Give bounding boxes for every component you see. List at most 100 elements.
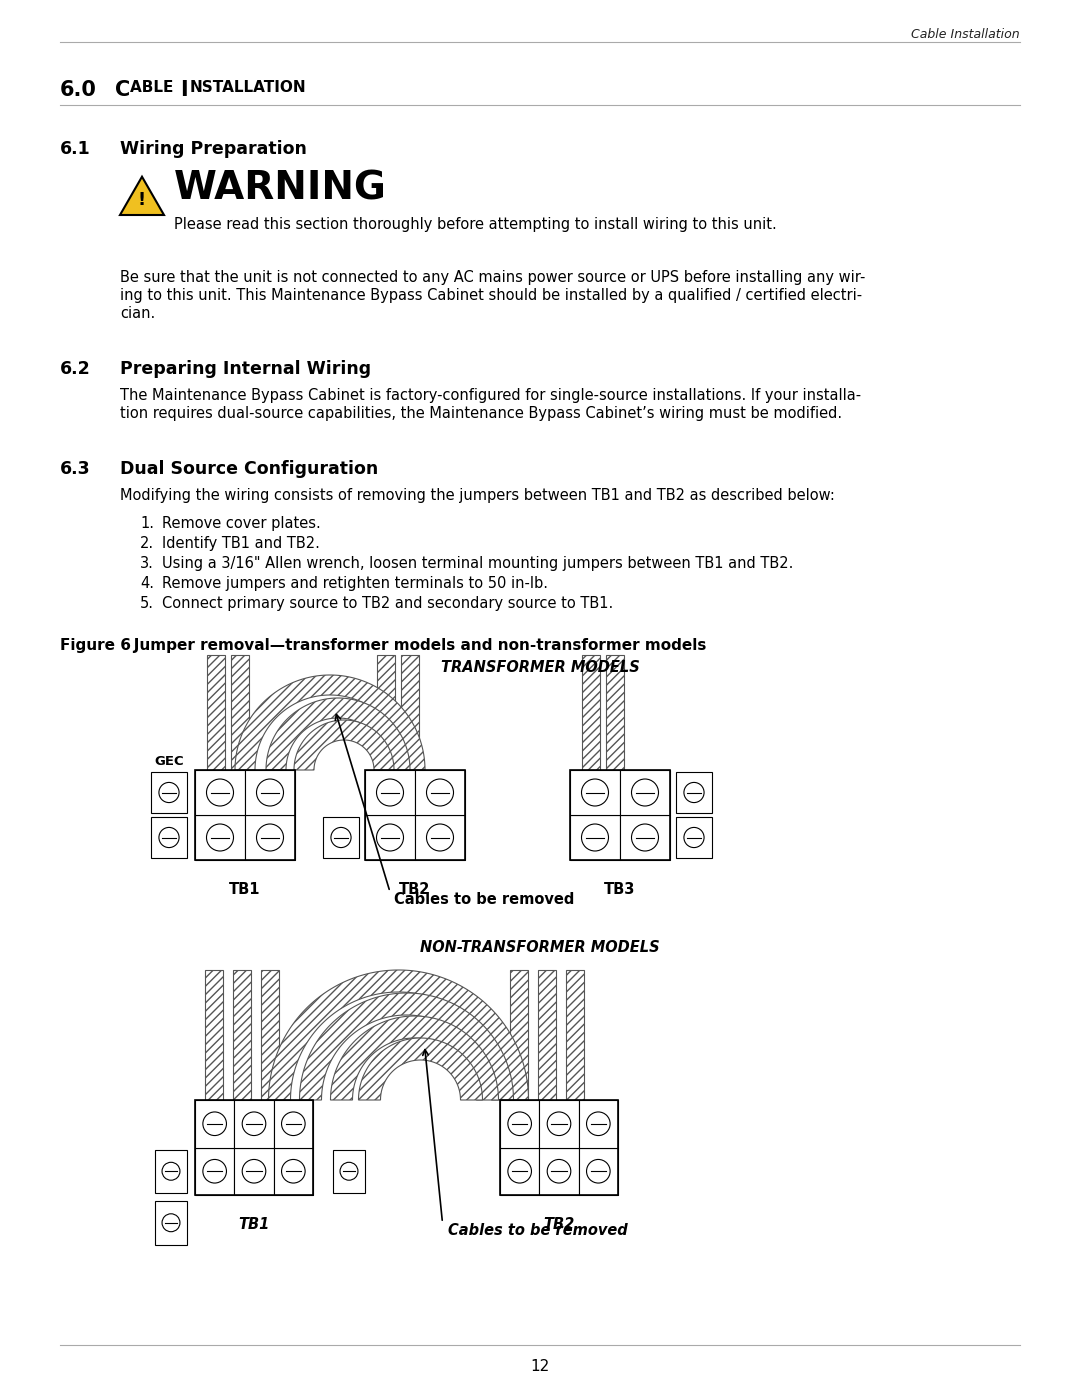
Text: 6.2: 6.2: [60, 360, 91, 379]
Text: Cables to be removed: Cables to be removed: [394, 893, 575, 907]
Bar: [566, 970, 584, 1099]
Text: cian.: cian.: [120, 306, 156, 321]
Bar: [415, 814, 465, 861]
Polygon shape: [235, 675, 426, 770]
Text: Cable Installation: Cable Installation: [912, 28, 1020, 41]
Text: Identify TB1 and TB2.: Identify TB1 and TB2.: [162, 536, 320, 550]
Bar: [151, 773, 187, 813]
Bar: [231, 655, 249, 770]
Bar: [538, 970, 556, 1099]
Text: NSTALLATION: NSTALLATION: [190, 80, 307, 95]
Bar: [676, 773, 712, 813]
Text: Cables to be removed: Cables to be removed: [447, 1222, 627, 1238]
Text: Modifying the wiring consists of removing the jumpers between TB1 and TB2 as des: Modifying the wiring consists of removin…: [120, 488, 835, 503]
Bar: [261, 970, 279, 1099]
Text: Wiring Preparation: Wiring Preparation: [120, 140, 307, 158]
Bar: [205, 970, 222, 1099]
Bar: [195, 770, 245, 814]
Text: GEC: GEC: [154, 754, 184, 768]
Bar: [195, 1147, 234, 1194]
Bar: [233, 970, 251, 1099]
Polygon shape: [266, 698, 410, 770]
Text: TB1: TB1: [239, 1217, 270, 1232]
Text: I: I: [180, 80, 188, 101]
Text: Dual Source Configuration: Dual Source Configuration: [120, 460, 378, 478]
Text: TB2: TB2: [543, 1217, 575, 1232]
Text: Figure 6: Figure 6: [60, 638, 131, 652]
Text: 5.: 5.: [140, 597, 154, 610]
Text: Remove jumpers and retighten terminals to 50 in-lb.: Remove jumpers and retighten terminals t…: [162, 576, 548, 591]
Text: WARNING: WARNING: [174, 169, 387, 207]
Bar: [195, 770, 295, 861]
Bar: [582, 655, 600, 770]
Bar: [151, 817, 187, 858]
Bar: [333, 1150, 365, 1193]
Text: 1.: 1.: [140, 515, 154, 531]
Text: Using a 3/16" Allen wrench, loosen terminal mounting jumpers between TB1 and TB2: Using a 3/16" Allen wrench, loosen termi…: [162, 556, 794, 571]
Text: TB1: TB1: [229, 882, 260, 897]
Bar: [234, 1147, 273, 1194]
Bar: [539, 1099, 579, 1147]
Bar: [245, 770, 295, 814]
Text: Preparing Internal Wiring: Preparing Internal Wiring: [120, 360, 372, 379]
Bar: [415, 770, 465, 814]
Bar: [273, 1099, 313, 1147]
Text: Please read this section thoroughly before attempting to install wiring to this : Please read this section thoroughly befo…: [174, 217, 777, 232]
Text: 6.1: 6.1: [60, 140, 91, 158]
Bar: [156, 1201, 187, 1245]
Bar: [207, 655, 225, 770]
Text: TRANSFORMER MODELS: TRANSFORMER MODELS: [441, 659, 639, 675]
Bar: [365, 814, 415, 861]
Text: 2.: 2.: [140, 536, 154, 550]
Bar: [510, 970, 528, 1099]
Bar: [195, 1099, 234, 1147]
Text: NON-TRANSFORMER MODELS: NON-TRANSFORMER MODELS: [420, 940, 660, 956]
Text: ABLE: ABLE: [130, 80, 178, 95]
Bar: [606, 655, 624, 770]
Polygon shape: [269, 970, 528, 1099]
Text: Be sure that the unit is not connected to any AC mains power source or UPS befor: Be sure that the unit is not connected t…: [120, 270, 865, 285]
Bar: [500, 1099, 539, 1147]
Bar: [500, 1147, 539, 1194]
Bar: [539, 1147, 579, 1194]
Bar: [570, 814, 620, 861]
Bar: [273, 1147, 313, 1194]
Bar: [620, 814, 670, 861]
Text: TB3: TB3: [605, 882, 636, 897]
Bar: [579, 1099, 618, 1147]
Bar: [500, 1099, 618, 1194]
Text: 4.: 4.: [140, 576, 154, 591]
Bar: [195, 814, 245, 861]
Bar: [579, 1147, 618, 1194]
Text: TB2: TB2: [400, 882, 431, 897]
Bar: [245, 814, 295, 861]
Text: tion requires dual-source capabilities, the Maintenance Bypass Cabinet’s wiring : tion requires dual-source capabilities, …: [120, 407, 842, 420]
Text: Connect primary source to TB2 and secondary source to TB1.: Connect primary source to TB2 and second…: [162, 597, 613, 610]
Text: 3.: 3.: [140, 556, 153, 571]
Bar: [377, 655, 395, 770]
Bar: [620, 770, 670, 814]
Bar: [323, 817, 359, 858]
Polygon shape: [294, 719, 394, 770]
Bar: [365, 770, 415, 814]
Bar: [365, 770, 465, 861]
Polygon shape: [299, 993, 513, 1099]
Polygon shape: [359, 1038, 483, 1099]
Text: Remove cover plates.: Remove cover plates.: [162, 515, 321, 531]
Bar: [676, 817, 712, 858]
Text: The Maintenance Bypass Cabinet is factory-configured for single-source installat: The Maintenance Bypass Cabinet is factor…: [120, 388, 861, 402]
Bar: [195, 1099, 313, 1194]
Text: Jumper removal—transformer models and non-transformer models: Jumper removal—transformer models and no…: [118, 638, 706, 652]
Text: 12: 12: [530, 1359, 550, 1375]
Bar: [156, 1150, 187, 1193]
Bar: [401, 655, 419, 770]
Polygon shape: [330, 1016, 499, 1099]
Text: 6.0: 6.0: [60, 80, 97, 101]
Text: ing to this unit. This Maintenance Bypass Cabinet should be installed by a quali: ing to this unit. This Maintenance Bypas…: [120, 288, 862, 303]
Bar: [570, 770, 620, 814]
Text: C: C: [114, 80, 131, 101]
Bar: [234, 1099, 273, 1147]
Polygon shape: [120, 176, 164, 215]
Text: !: !: [138, 191, 146, 210]
Text: 6.3: 6.3: [60, 460, 91, 478]
